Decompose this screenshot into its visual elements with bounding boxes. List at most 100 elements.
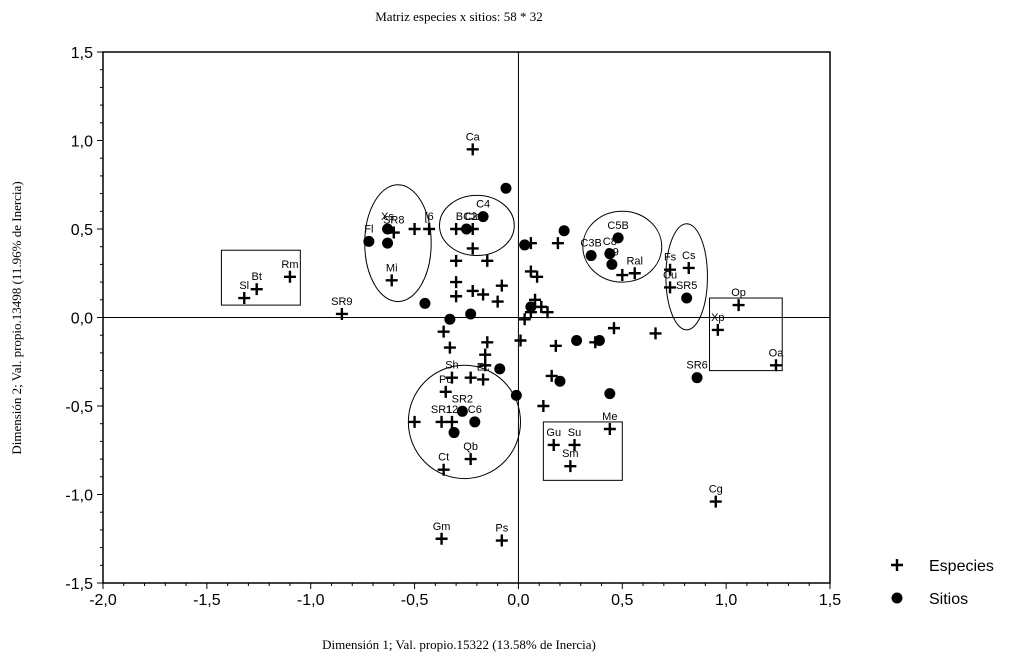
site-point: [461, 223, 472, 235]
species-point: [445, 371, 458, 384]
point-label: Clc: [465, 211, 481, 223]
x-axis-label: Dimensión 1; Val. propio.15322 (13.58% d…: [322, 637, 596, 652]
species-point: [495, 534, 508, 547]
species-point: [616, 269, 629, 282]
species-point: [769, 359, 782, 372]
species-point: [545, 369, 558, 382]
species-point: [477, 288, 490, 301]
grouping-ellipse: [665, 223, 708, 331]
y-tick-label: 0,5: [71, 222, 93, 239]
site-point: [419, 297, 431, 309]
point-label: C9: [605, 246, 619, 258]
species-point: [518, 313, 531, 326]
x-axis-ticks: -2,0 -1,5 -1,0 -0,5 0,0 0,5 1,0 1,5: [89, 583, 841, 609]
point-label: C3B: [580, 238, 601, 250]
legend-sites-label: Sitios: [929, 591, 968, 608]
point-label: Cg: [709, 484, 723, 496]
legend-species-marker: [891, 559, 903, 571]
species-point: [283, 270, 296, 283]
species-point: [732, 299, 745, 312]
point-label: Su: [568, 427, 581, 439]
site-point: [465, 308, 477, 320]
species-point: [607, 322, 620, 335]
point-label: Bt: [252, 271, 262, 283]
site-point: [681, 292, 693, 304]
site-point: [554, 375, 566, 387]
site-point: [558, 225, 570, 237]
x-tick-label: 0,5: [611, 592, 633, 609]
grouping-rectangle: [220, 249, 301, 306]
species-point: [435, 415, 448, 428]
point-label: Oa: [769, 347, 785, 359]
species-point: [477, 373, 490, 386]
species-point: [481, 336, 494, 349]
site-point: [444, 313, 456, 325]
point-label: Ct: [438, 452, 449, 464]
y-axis-label: Dimensión 2; Val. propio.13498 (11.96% d…: [9, 181, 24, 454]
species-point: [603, 423, 616, 436]
species-point: [443, 341, 456, 354]
species-point: [439, 385, 452, 398]
species-point: [514, 334, 527, 347]
site-point: [606, 258, 618, 270]
species-point: [423, 223, 436, 235]
site-point: [604, 248, 616, 260]
species-point: [437, 463, 450, 476]
x-tick-label: -2,0: [89, 592, 117, 609]
point-label: Mi: [386, 262, 398, 274]
species-point: [250, 283, 263, 296]
species-point: [649, 327, 662, 340]
species-point: [466, 143, 479, 156]
legend: Especies Sitios: [891, 558, 994, 608]
species-point: [709, 495, 722, 508]
legend-sites-marker: [891, 592, 903, 604]
point-label: SR8: [383, 215, 404, 227]
species-point: [408, 223, 421, 235]
site-point: [448, 427, 460, 439]
site-point: [585, 250, 597, 262]
point-label: Ec: [477, 361, 490, 373]
species-point: [682, 261, 695, 274]
point-label: Ca: [466, 131, 481, 143]
species-point: [408, 415, 421, 428]
point-label: Qb: [463, 441, 478, 453]
species-point: [495, 279, 508, 292]
x-tick-label: 1,0: [715, 592, 737, 609]
species-point: [466, 242, 479, 255]
grouping-ellipse: [582, 210, 663, 283]
point-label: SR2: [452, 393, 473, 405]
species-point: [450, 223, 463, 235]
species-point: [450, 254, 463, 267]
point-label: Gm: [433, 521, 451, 533]
x-tick-label: -1,5: [193, 592, 221, 609]
species-point: [628, 267, 641, 280]
point-label: SR1: [431, 404, 452, 416]
site-point: [604, 388, 616, 400]
species-point: [450, 276, 463, 289]
chart-title: Matriz especies x sitios: 58 * 32: [375, 9, 543, 24]
species-point: [435, 532, 448, 545]
point-label: C6: [468, 404, 482, 416]
point-label: Xp: [711, 312, 724, 324]
species-point: [238, 292, 251, 305]
point-label: Ps: [495, 523, 508, 535]
site-point: [571, 335, 583, 347]
species-point: [535, 300, 548, 313]
grouping-ellipse: [407, 364, 522, 480]
point-label: SR5: [676, 280, 697, 292]
site-point: [519, 239, 531, 251]
species-point: [445, 415, 458, 428]
species-point: [711, 323, 724, 336]
site-point: [456, 405, 468, 417]
y-tick-label: 1,5: [71, 45, 93, 62]
x-tick-label: -0,5: [401, 592, 429, 609]
grouping-rectangle: [709, 297, 783, 372]
site-point: [525, 301, 537, 313]
point-label: Op: [731, 287, 746, 299]
point-label: Sm: [562, 448, 579, 460]
point-label: C4: [476, 199, 490, 211]
point-label: Me: [602, 411, 617, 423]
point-label: Cs: [682, 250, 696, 262]
